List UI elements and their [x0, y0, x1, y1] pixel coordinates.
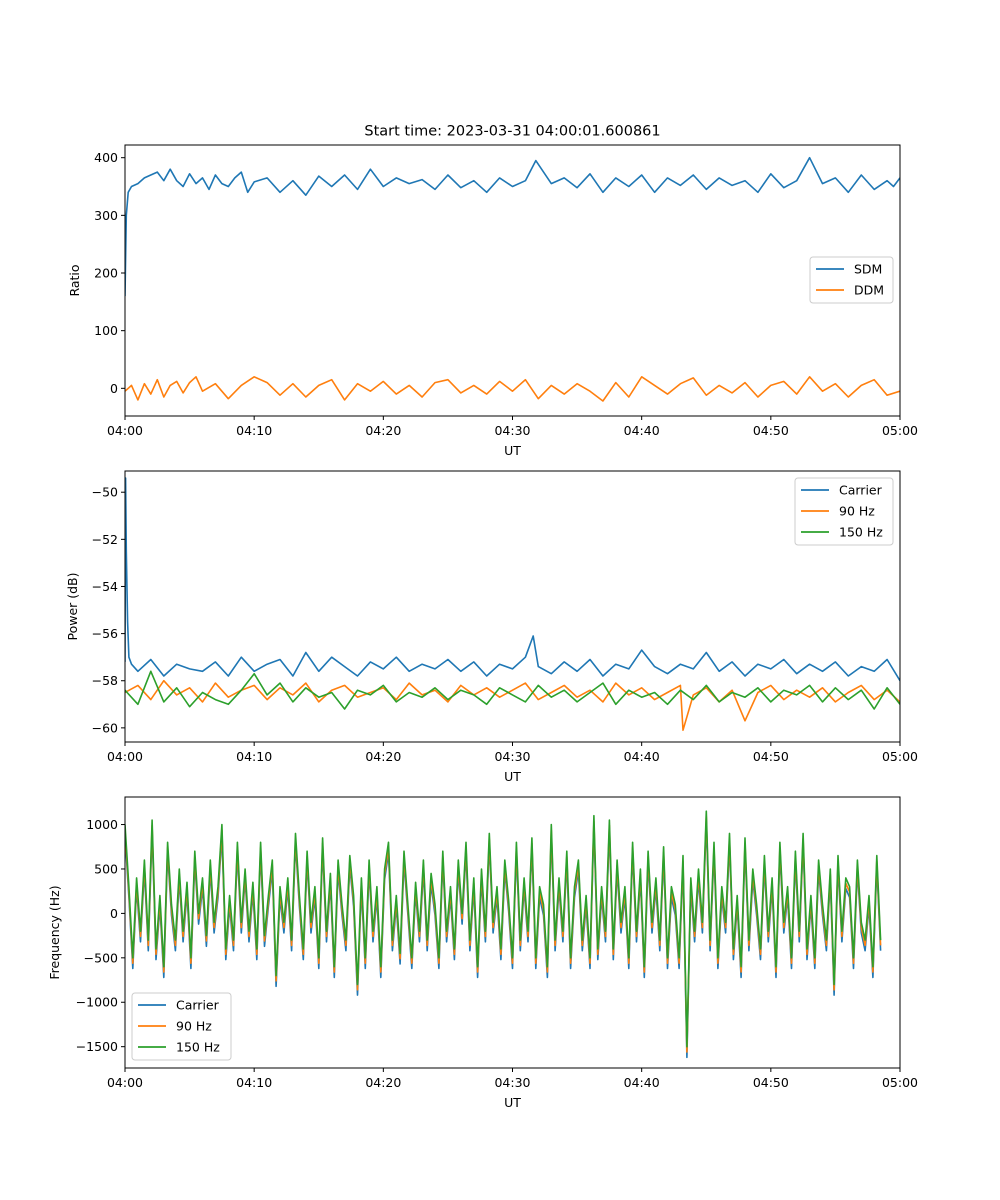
y-tick-label: −1000 [76, 995, 118, 1010]
y-axis-label: Ratio [67, 264, 82, 296]
legend-label-90-hz: 90 Hz [176, 1019, 212, 1034]
legend-label-carrier: Carrier [839, 483, 883, 498]
x-tick-label: 04:20 [365, 1075, 401, 1090]
y-tick-label: −60 [92, 720, 118, 735]
legend-label-150-hz: 150 Hz [839, 525, 883, 540]
y-tick-label: −56 [92, 626, 118, 641]
chart-panel-2: 04:00 04:10 04:20 04:30 04:40 04:50 05:00 UT −60… [65, 470, 918, 784]
y-tick-label: 0 [110, 381, 118, 396]
x-tick-label: 05:00 [882, 1075, 918, 1090]
legend: SDM DDM [809, 256, 894, 304]
x-axis-label: UT [504, 443, 521, 458]
series-line-90-hz [125, 679, 900, 732]
x-axis-label: UT [504, 1095, 521, 1110]
legend: Carrier 90 Hz 150 Hz [794, 477, 894, 546]
y-tick-label: 0 [110, 906, 118, 921]
legend-label-90-hz: 90 Hz [839, 504, 875, 519]
x-tick-label: 04:00 [107, 749, 143, 764]
x-tick-label: 05:00 [882, 423, 918, 438]
y-tick-label: 200 [94, 266, 118, 281]
y-tick-label: −58 [92, 673, 118, 688]
y-tick-label: 300 [94, 208, 118, 223]
y-axis-label: Frequency (Hz) [47, 885, 62, 979]
chart-panel-3: 04:00 04:10 04:20 04:30 04:40 04:50 05:00 UT −15… [47, 796, 918, 1110]
x-tick-label: 04:50 [753, 749, 789, 764]
y-tick-label: −500 [84, 950, 118, 965]
axes-frame [124, 470, 901, 743]
legend-label-ddm: DDM [854, 283, 884, 298]
x-tick-label: 04:40 [624, 1075, 660, 1090]
x-tick-label: 04:40 [624, 423, 660, 438]
x-tick-label: 04:50 [753, 1075, 789, 1090]
figure-title: Start time: 2023-03-31 04:00:01.600861 [364, 124, 660, 140]
x-tick-label: 04:10 [236, 423, 272, 438]
chart-panel-1: 04:00 04:10 04:20 04:30 04:40 04:50 05:00 UT 0 10… [67, 144, 918, 458]
series-line-150-hz [125, 810, 882, 1048]
y-tick-label: −54 [92, 579, 118, 594]
legend: Carrier 90 Hz 150 Hz [131, 992, 232, 1061]
y-axis-label: Power (dB) [65, 572, 80, 640]
x-tick-label: 05:00 [882, 749, 918, 764]
legend-label-sdm: SDM [854, 262, 882, 277]
y-tick-label: −50 [92, 485, 118, 500]
x-tick-label: 04:20 [365, 423, 401, 438]
x-axis-label: UT [504, 769, 521, 784]
legend-box [131, 992, 232, 1061]
legend-box [794, 477, 894, 546]
series-line-ddm [125, 375, 900, 402]
series-line-150-hz [125, 670, 900, 710]
y-tick-label: −1500 [76, 1039, 118, 1054]
y-tick-label: 100 [94, 323, 118, 338]
x-tick-label: 04:30 [494, 1075, 530, 1090]
series-group [125, 810, 882, 1059]
y-tick-label: 500 [94, 861, 118, 876]
x-tick-label: 04:00 [107, 1075, 143, 1090]
x-tick-label: 04:30 [494, 749, 530, 764]
x-tick-label: 04:30 [494, 423, 530, 438]
series-line-sdm [125, 156, 900, 297]
axes-root: 04:00 04:10 04:20 04:30 04:40 04:50 05:00 UT 0 10… [47, 144, 918, 1110]
legend-label-carrier: Carrier [176, 998, 220, 1013]
x-tick-label: 04:10 [236, 1075, 272, 1090]
x-tick-label: 04:10 [236, 749, 272, 764]
series-line-carrier [125, 477, 900, 682]
x-tick-label: 04:50 [753, 423, 789, 438]
x-tick-label: 04:20 [365, 749, 401, 764]
series-group [125, 477, 900, 732]
x-tick-label: 04:40 [624, 749, 660, 764]
y-tick-label: 400 [94, 150, 118, 165]
legend-label-150-hz: 150 Hz [176, 1040, 220, 1055]
y-tick-label: 1000 [86, 817, 118, 832]
y-tick-label: −52 [92, 532, 118, 547]
series-group [125, 156, 900, 402]
x-tick-label: 04:00 [107, 423, 143, 438]
